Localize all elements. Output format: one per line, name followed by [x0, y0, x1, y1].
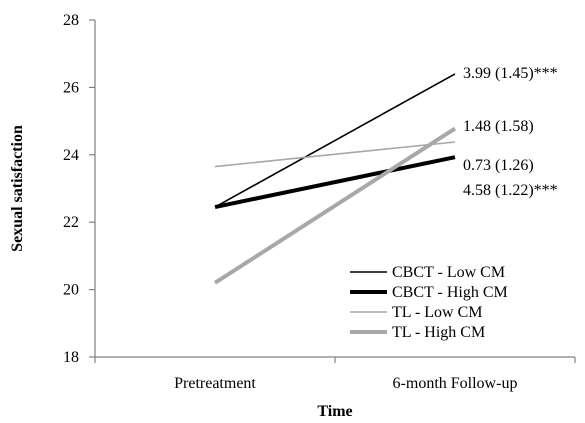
y-tick-label: 28 — [63, 12, 79, 29]
series-annotation: 1.48 (1.58) — [463, 118, 534, 135]
legend: CBCT - Low CM CBCT - High CM TL - Low CM TL… — [350, 264, 508, 341]
series-annotation: 3.99 (1.45)*** — [463, 65, 558, 82]
series-line — [214, 155, 456, 209]
series-line — [214, 73, 456, 208]
legend-label: CBCT - Low CM — [392, 264, 505, 281]
y-tick-label: 26 — [63, 79, 79, 96]
legend-label: CBCT - High CM — [392, 284, 508, 301]
legend-label: TL - High CM — [392, 324, 485, 341]
series-annotation: 0.73 (1.26) — [463, 157, 534, 174]
series-lines — [213, 73, 457, 285]
annotations: 3.99 (1.45)*** 1.48 (1.58) 0.73 (1.26) 4.58… — [463, 65, 558, 199]
legend-label: TL - Low CM — [392, 304, 483, 321]
y-tick-label: 18 — [63, 349, 79, 366]
y-ticks: 18 20 22 24 26 28 — [63, 12, 95, 366]
y-tick-label: 24 — [63, 147, 79, 164]
series-annotation: 4.58 (1.22)*** — [463, 182, 558, 199]
x-tick-label: Pretreatment — [174, 375, 256, 392]
y-axis-title: Sexual satisfaction — [9, 125, 26, 252]
x-axis-title: Time — [317, 403, 352, 420]
y-tick-label: 22 — [63, 214, 79, 231]
y-tick-label: 20 — [63, 282, 79, 299]
series-line — [214, 141, 456, 168]
x-ticks: Pretreatment 6-month Follow-up — [94, 357, 576, 392]
series-line — [213, 126, 457, 285]
x-tick-label: 6-month Follow-up — [393, 375, 518, 392]
